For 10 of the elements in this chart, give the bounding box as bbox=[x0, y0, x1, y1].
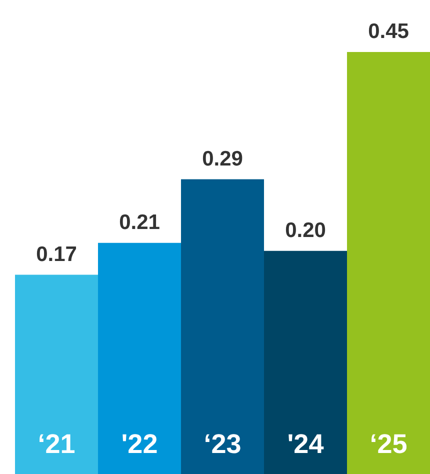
data-label: 0.17 bbox=[36, 242, 77, 266]
data-label: 0.29 bbox=[202, 147, 243, 170]
x-tick-label: ‘25 bbox=[370, 429, 408, 459]
data-label: 0.20 bbox=[285, 218, 326, 242]
x-tick-label: ‘23 bbox=[204, 429, 242, 459]
x-tick-label: '22 bbox=[121, 429, 158, 459]
x-tick-label: '24 bbox=[287, 429, 324, 459]
x-tick-label: ‘21 bbox=[38, 429, 76, 459]
data-label: 0.45 bbox=[368, 20, 410, 43]
data-label: 0.21 bbox=[119, 210, 160, 234]
